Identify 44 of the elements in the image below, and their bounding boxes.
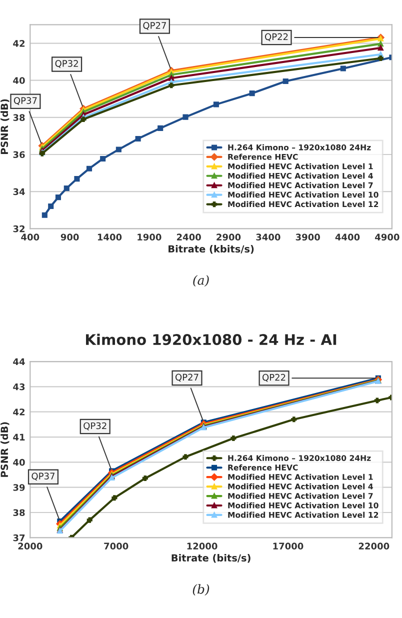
x-tick-label: 400 (21, 234, 40, 241)
y-tick-label: 34 (13, 188, 25, 196)
annotation: QP22 (265, 33, 288, 42)
y-tick-label: 38 (13, 114, 25, 121)
y-axis-title: PSNR (dB) (0, 99, 10, 154)
annotation: QP32 (55, 60, 78, 68)
annotation: QP37 (14, 97, 37, 105)
y-tick-label: 43 (13, 383, 25, 390)
y-tick-label: 41 (13, 434, 25, 440)
y-tick-label: 39 (13, 484, 25, 491)
y-tick-label: 44 (13, 358, 25, 365)
annotation: QP27 (175, 374, 198, 382)
text: (a) (193, 275, 209, 287)
x-axis-title: Bitrate (bits/s) (172, 554, 250, 563)
x-tick-label: 17000 (273, 542, 304, 550)
y-tick-label: 42 (13, 408, 25, 416)
y-tick-label: 40 (13, 77, 25, 84)
x-tick-label: 12000 (187, 542, 218, 550)
x-tick-label: 22000 (358, 542, 390, 550)
x-tick-label: 3400 (256, 234, 280, 241)
y-axis-title: PSNR (dB) (0, 422, 10, 477)
x-tick-label: 2900 (216, 234, 241, 241)
y-tick-label: 32 (13, 225, 25, 232)
annotation: QP27 (143, 22, 166, 30)
y-tick-label: 40 (13, 458, 25, 466)
x-tick-label: 2000 (18, 542, 42, 550)
chart-title: Kimono 1920x1080 - 24 Hz - AI (86, 334, 336, 346)
annotation: QP32 (84, 422, 106, 430)
x-tick-label: 900 (60, 234, 79, 241)
x-axis-title: Bitrate (kbits/s) (168, 245, 254, 254)
x-tick-label: 7000 (104, 542, 128, 550)
x-tick-label: 2400 (176, 234, 201, 241)
annotation: QP22 (262, 374, 286, 382)
y-tick-label: 37 (13, 534, 25, 542)
x-tick-label: 1400 (98, 234, 122, 241)
y-tick-label: 36 (13, 151, 25, 158)
annotation: QP37 (32, 472, 54, 481)
y-tick-label: 42 (13, 40, 25, 47)
x-tick-label: 3900 (296, 234, 320, 241)
text: (b) (192, 584, 210, 596)
x-tick-label: 1900 (138, 234, 162, 241)
x-tick-label: 4900 (375, 234, 400, 241)
x-tick-label: 4400 (335, 234, 360, 241)
y-tick-label: 38 (13, 509, 25, 516)
